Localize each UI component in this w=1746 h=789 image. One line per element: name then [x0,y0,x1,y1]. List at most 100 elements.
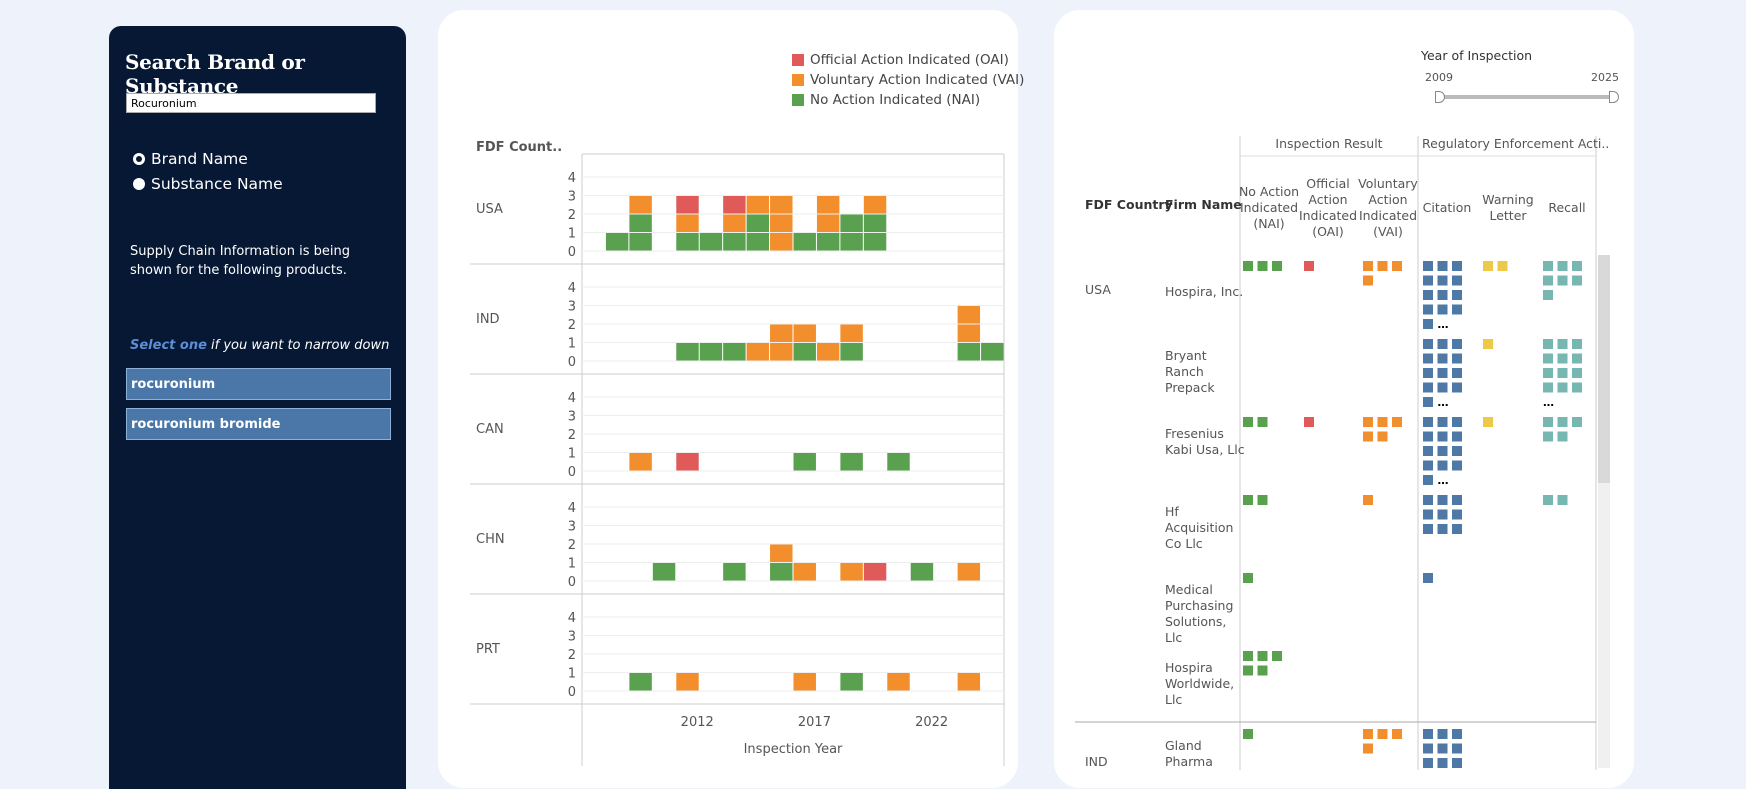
recall-square [1572,368,1582,378]
legend-item-vai[interactable]: Voluntary Action Indicated (VAI) [792,70,1024,90]
citation-square [1437,509,1448,520]
header-nai: (NAI) [1253,216,1284,231]
vai-square [1377,261,1388,271]
narrow-hint-rest: if you want to narrow down [206,338,390,353]
citation-square [1423,509,1433,520]
vai-square [1363,261,1373,271]
search-input[interactable] [126,93,376,113]
y-tick-label: 2 [568,318,576,333]
header-warning-letter: Warning [1482,192,1533,207]
facet-label-chn: CHN [476,532,505,547]
nai-square [1257,495,1268,505]
y-tick-label: 3 [568,410,576,425]
y-tick-label: 4 [568,611,576,626]
header-recall: Recall [1548,200,1585,215]
bar-segment-nai [699,233,723,251]
bar-segment-nai [863,233,887,251]
recall-square [1572,417,1582,427]
bar-segment-nai [629,673,652,691]
nai-square [1243,729,1253,739]
radio-unselected-icon[interactable] [133,178,145,190]
nai-square [1257,417,1268,427]
citation-square [1452,290,1462,300]
nai-square [1243,261,1253,271]
bar-segment-vai [676,214,699,232]
bar-segment-nai [910,563,934,581]
y-tick-label: 2 [568,538,576,553]
recall-square [1557,417,1568,427]
warning-square [1483,261,1493,271]
legend-label-nai: No Action Indicated (NAI) [810,92,981,108]
citation-square [1423,495,1433,505]
year-slider-min-handle[interactable] [1435,91,1445,103]
recall-square [1557,368,1568,378]
y-tick-label: 0 [568,245,576,260]
year-slider-track[interactable] [1440,95,1616,99]
row-firm-name: Prepack [1165,380,1215,395]
table-scroll-thumb[interactable] [1598,255,1610,483]
year-slider-max-handle[interactable] [1609,91,1619,103]
header-nai: Indicated [1240,200,1298,215]
citation-square [1423,397,1433,407]
citation-square [1437,446,1448,456]
bar-segment-nai [723,563,746,581]
radio-selected-icon[interactable] [133,153,145,165]
header-oai: Official [1306,176,1349,191]
citation-square [1437,431,1448,442]
chart-legend[interactable]: Official Action Indicated (OAI) Voluntar… [792,50,1024,110]
supply-chain-table[interactable]: Inspection Result Regulatory Enforcement … [1075,130,1620,770]
oai-square [1304,261,1314,271]
product-button-rocuronium[interactable]: rocuronium [126,368,391,400]
vai-square [1392,417,1402,427]
row-country: IND [1085,754,1108,769]
legend-item-nai[interactable]: No Action Indicated (NAI) [792,90,1024,110]
row-firm-name: Gland [1165,738,1202,753]
nai-square [1243,495,1253,505]
y-tick-label: 1 [568,557,576,572]
legend-swatch-vai [792,74,804,86]
bar-segment-oai [723,196,746,214]
row-firm-name: Hospira [1165,660,1213,675]
bar-segment-vai [770,343,793,361]
bar-segment-nai [863,214,887,232]
table-panel [1054,10,1634,788]
header-vai: Action [1368,192,1407,207]
citation-square [1452,509,1462,520]
product-button-rocuronium-bromide[interactable]: rocuronium bromide [126,408,391,440]
row-firm-name: Medical [1165,582,1213,597]
warning-square [1497,261,1508,271]
bar-segment-vai [629,453,652,471]
chart-panel [438,10,1018,788]
bar-segment-vai [863,196,887,214]
citation-square [1437,460,1448,471]
citation-square [1437,275,1448,286]
bar-segment-vai [746,343,770,361]
bar-segment-nai [746,214,770,232]
row-firm-name: Llc [1165,692,1182,707]
citation-square [1423,460,1433,471]
citation-square [1452,339,1462,349]
citation-square [1423,382,1433,393]
y-tick-label: 3 [568,190,576,205]
legend-item-oai[interactable]: Official Action Indicated (OAI) [792,50,1024,70]
row-firm-name: Hospira, Inc. [1165,284,1243,299]
citation-square [1452,431,1462,442]
bar-segment-nai [957,343,981,361]
radio-substance-name[interactable]: Substance Name [133,175,283,193]
x-tick-label: 2022 [915,715,948,730]
bar-segment-vai [816,196,840,214]
header-regulatory-enforcement: Regulatory Enforcement Acti.. [1422,136,1609,151]
citation-square [1437,304,1448,315]
inspection-bar-chart[interactable]: FDF Count.. USA 0 1 2 3 4 IND 0 1 2 3 4 CAN 0 1 2 3 4 CHN 0 1… [470,138,1010,770]
bar-segment-nai [723,233,746,251]
recall-square [1543,417,1553,427]
row-firm-name: Co Llc [1165,536,1203,551]
row-firm-name: Kabi Usa, Llc [1165,442,1245,457]
y-tick-label: 4 [568,501,576,516]
row-firm-name: Solutions, [1165,614,1226,629]
row-firm-name: Worldwide, [1165,676,1234,691]
bar-segment-vai [957,306,981,324]
citation-square [1452,304,1462,315]
citation-square [1452,417,1462,427]
radio-brand-name[interactable]: Brand Name [133,150,248,168]
